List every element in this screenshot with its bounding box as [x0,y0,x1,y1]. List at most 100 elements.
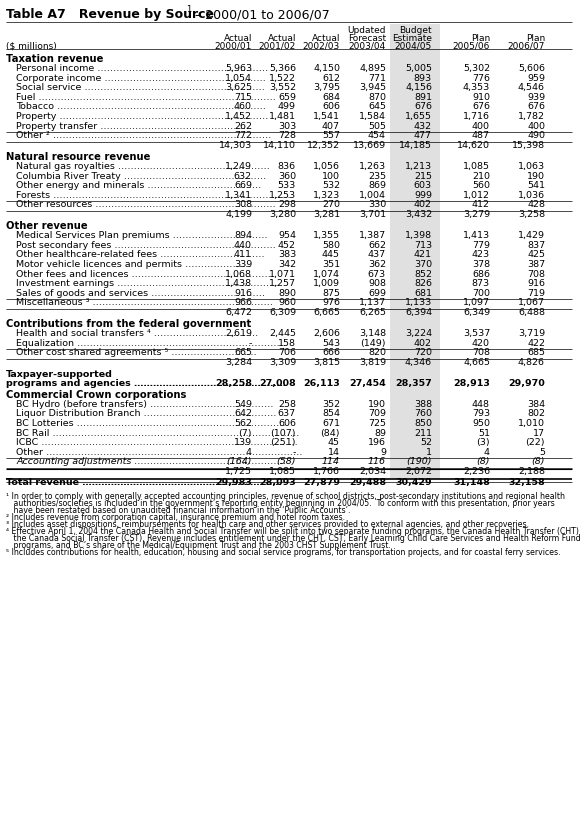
Text: Other energy and minerals ………………………………: Other energy and minerals ……………………………… [16,181,262,190]
Text: 29,488: 29,488 [349,477,386,486]
Text: 708: 708 [472,348,490,357]
Text: 725: 725 [368,419,386,428]
Text: 1,766: 1,766 [313,466,340,475]
Text: 15,398: 15,398 [512,141,545,150]
Text: Social service …………………………………………………: Social service ………………………………………………… [16,83,265,92]
Text: 490: 490 [527,131,545,140]
Text: 916: 916 [234,288,252,297]
Text: BC Rail ……………………………………………………………………: BC Rail …………………………………………………………………… [16,428,299,437]
Text: 894: 894 [234,231,252,240]
Text: -: - [249,338,252,347]
Text: 3,279: 3,279 [463,210,490,219]
Text: Forecast: Forecast [348,34,386,43]
Text: Total revenue ………………………………………………………: Total revenue ……………………………………………………… [6,477,282,486]
Text: 4: 4 [246,447,252,456]
Text: 606: 606 [278,419,296,428]
Text: 1,071: 1,071 [269,269,296,278]
Text: 1: 1 [426,447,432,456]
Text: (22): (22) [525,437,545,446]
Text: 676: 676 [472,102,490,111]
Text: 2002/03: 2002/03 [303,42,340,51]
Text: 671: 671 [322,419,340,428]
Text: 793: 793 [472,409,490,418]
Text: 211: 211 [414,428,432,437]
Text: 1,097: 1,097 [463,298,490,307]
Text: 642: 642 [234,409,252,418]
Text: 12,352: 12,352 [307,141,340,150]
Text: 499: 499 [278,102,296,111]
Text: 637: 637 [278,409,296,418]
Text: 3,280: 3,280 [269,210,296,219]
Text: Plan: Plan [471,34,490,43]
Text: 370: 370 [414,260,432,269]
Text: 910: 910 [472,93,490,102]
Text: Liquor Distribution Branch ……………………………………: Liquor Distribution Branch …………………………………… [16,409,277,418]
Text: 17: 17 [533,428,545,437]
Text: 378: 378 [472,260,490,269]
Text: Actual: Actual [311,34,340,43]
Text: Natural gas royalties …………………………………………: Natural gas royalties ………………………………………… [16,162,270,170]
Text: 684: 684 [322,93,340,102]
Text: 1,387: 1,387 [359,231,386,240]
Text: 1,716: 1,716 [463,112,490,121]
Text: 2,619: 2,619 [225,328,252,337]
Text: 532: 532 [322,181,340,190]
Text: Personal income ………………………………………………: Personal income ……………………………………………… [16,64,268,73]
Text: 665: 665 [234,348,252,357]
Text: 543: 543 [322,338,340,347]
Text: 771: 771 [368,74,386,83]
Text: 384: 384 [527,400,545,409]
Text: (3): (3) [476,437,490,446]
Text: 420: 420 [472,338,490,347]
Text: Contributions from the federal government: Contributions from the federal governmen… [6,319,251,328]
Text: 2001/02: 2001/02 [259,42,296,51]
Text: 685: 685 [527,348,545,357]
Text: 662: 662 [368,241,386,250]
Text: Health and social transfers ⁴ ……………………………: Health and social transfers ⁴ …………………………… [16,328,258,337]
Text: 549: 549 [234,400,252,409]
Text: 6,472: 6,472 [225,308,252,317]
Text: ⁴ Effective April 1, 2004 the Canada Health and Social Transfer will be split in: ⁴ Effective April 1, 2004 the Canada Hea… [6,526,580,535]
Text: 51: 51 [478,428,490,437]
Text: 669: 669 [234,181,252,190]
Text: 976: 976 [322,298,340,307]
Text: 4,353: 4,353 [463,83,490,92]
Text: 445: 445 [322,250,340,259]
Text: 4,346: 4,346 [405,357,432,366]
Text: 27,008: 27,008 [259,378,296,387]
Text: 402: 402 [414,200,432,209]
Text: 852: 852 [414,269,432,278]
Text: 407: 407 [322,121,340,130]
Text: 1,481: 1,481 [269,112,296,121]
Text: 779: 779 [472,241,490,250]
Text: Investment earnings ……………………………………………: Investment earnings …………………………………………… [16,278,278,287]
Text: 235: 235 [368,171,386,180]
Text: Medical Services Plan premiums …………………………: Medical Services Plan premiums ………………………… [16,231,267,240]
Text: 802: 802 [527,409,545,418]
Text: 837: 837 [527,241,545,250]
Text: 114: 114 [322,457,340,466]
Text: 4,826: 4,826 [518,357,545,366]
Text: 45: 45 [328,437,340,446]
Text: 339: 339 [234,260,252,269]
Text: 3,819: 3,819 [359,357,386,366]
Text: Other cost shared agreements ⁵ ………………………: Other cost shared agreements ⁵ ……………………… [16,348,257,357]
Text: 190: 190 [368,400,386,409]
Text: 32,158: 32,158 [508,477,545,486]
Text: 890: 890 [278,288,296,297]
Text: 6,394: 6,394 [405,308,432,317]
Text: 360: 360 [278,171,296,180]
Text: 776: 776 [472,74,490,83]
Text: 700: 700 [472,288,490,297]
Text: 196: 196 [368,437,386,446]
Text: Accounting adjustments …………………………………………: Accounting adjustments ………………………………………… [16,457,287,466]
Text: 850: 850 [414,419,432,428]
Text: ICBC ………………………………………………………………………: ICBC ……………………………………………………………………… [16,437,298,446]
Text: 362: 362 [368,260,386,269]
Text: Columbia River Treaty ………………………………………: Columbia River Treaty ……………………………………… [16,171,266,180]
Text: Fuel …………………………………………………………………: Fuel ………………………………………………………………… [16,93,276,102]
Text: 421: 421 [414,250,432,259]
Text: 9: 9 [380,447,386,456]
Text: 1,074: 1,074 [313,269,340,278]
Text: 2000/01: 2000/01 [215,42,252,51]
